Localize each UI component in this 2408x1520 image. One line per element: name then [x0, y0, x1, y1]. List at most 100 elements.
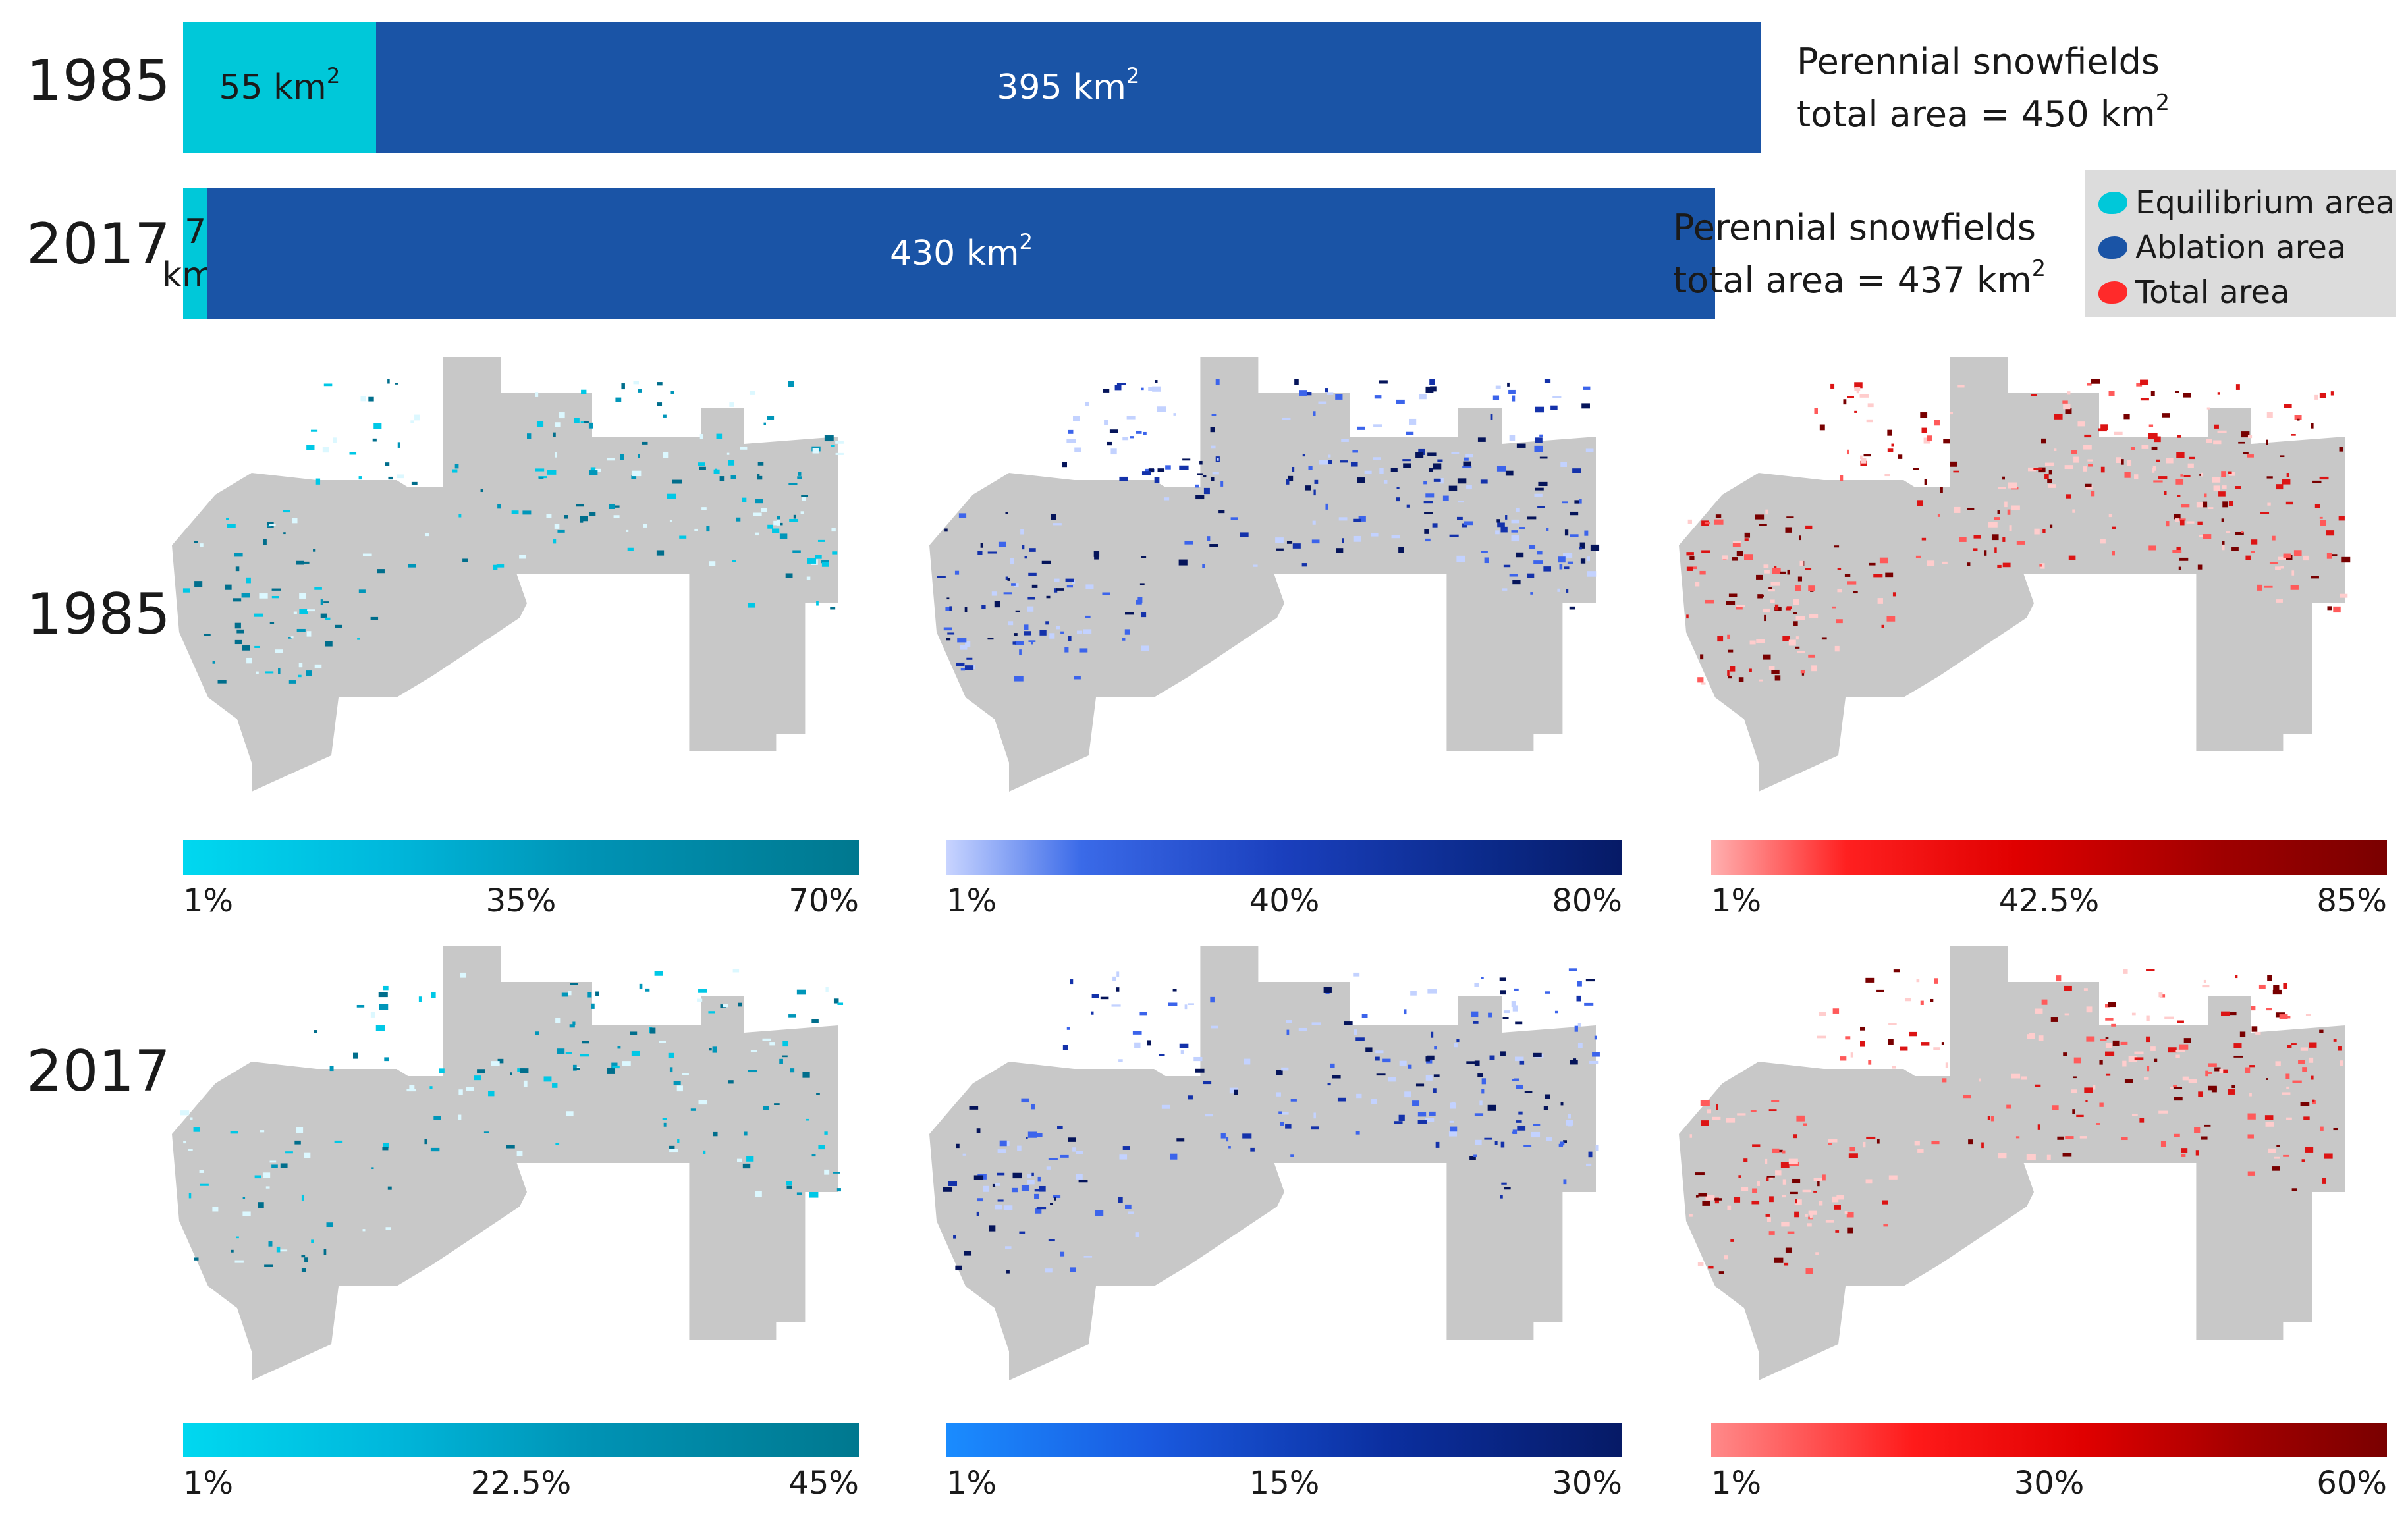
snow-pixel [1957, 385, 1965, 388]
snow-pixel [2264, 1115, 2274, 1120]
snow-pixel [1527, 573, 1535, 578]
snow-pixel [589, 470, 598, 475]
snow-pixel [1734, 1197, 1741, 1203]
snow-pixel [385, 1227, 391, 1230]
snow-pixel [1060, 1154, 1069, 1158]
snow-pixel [2312, 1099, 2315, 1102]
snow-pixel [1997, 510, 2000, 514]
snow-pixel [1466, 485, 1472, 489]
snow-pixel [2279, 1014, 2288, 1019]
snow-pixel [621, 383, 625, 390]
bar-2017-ablation: 430 km2 [207, 188, 1715, 319]
snow-pixel [588, 422, 593, 429]
snow-pixel [2183, 1038, 2191, 1043]
snow-pixel [1931, 1141, 1940, 1145]
snow-pixel [1744, 532, 1751, 538]
snow-pixel [1286, 1020, 1292, 1023]
snow-pixel [2073, 1076, 2077, 1079]
snow-pixel [1921, 1042, 1930, 1046]
snow-pixel [2033, 468, 2042, 470]
snow-pixel [2286, 473, 2289, 477]
snow-pixel [788, 483, 798, 485]
snow-pixel [2091, 379, 2100, 384]
snow-pixel [557, 1048, 565, 1054]
snow-pixel [1701, 1120, 1709, 1126]
snow-pixel [2258, 984, 2266, 989]
snow-pixel [362, 553, 372, 556]
snow-pixel [801, 495, 809, 497]
snow-pixel [1211, 477, 1215, 481]
snow-pixel [669, 520, 672, 522]
snow-pixel [1474, 1113, 1484, 1116]
snow-pixel [1752, 1144, 1761, 1148]
snow-pixel [406, 1089, 416, 1092]
snow-pixel [1404, 1009, 1407, 1015]
snow-pixel [288, 680, 296, 684]
snow-pixel [1846, 449, 1849, 455]
snow-pixel [1768, 1231, 1775, 1235]
snow-pixel [2300, 1102, 2310, 1106]
colorbar-tick-label: 35% [485, 882, 557, 919]
snow-pixel [1027, 606, 1034, 612]
snow-pixel [320, 599, 323, 605]
snow-pixel [1514, 988, 1519, 991]
map-region-outline [1679, 357, 2345, 792]
snow-pixel [1793, 621, 1798, 626]
snow-pixel [1736, 606, 1743, 610]
colorbar-tick-label: 1% [1711, 1465, 1762, 1502]
snow-pixel [1700, 654, 1704, 660]
snow-pixel [1374, 395, 1382, 399]
snow-pixel [2077, 421, 2085, 427]
snow-pixel [311, 1239, 314, 1243]
snow-pixel [2093, 1085, 2096, 1090]
snow-pixel [2333, 606, 2341, 613]
snow-pixel [2208, 1085, 2217, 1091]
snow-pixel [1014, 583, 1019, 587]
snow-pixel [1755, 514, 1765, 520]
snow-pixel [2130, 447, 2135, 450]
snow-pixel [2108, 391, 2115, 396]
snow-pixel [2280, 566, 2284, 569]
snow-pixel [1577, 1023, 1581, 1027]
snow-pixel [2287, 1045, 2292, 1048]
snow-pixel [2245, 555, 2251, 560]
snow-pixel [410, 420, 414, 423]
snow-pixel [2226, 531, 2231, 533]
snow-pixel [2187, 463, 2194, 468]
colorbar-tick-label: 45% [788, 1465, 859, 1502]
snow-pixel [1917, 500, 1923, 506]
snow-pixel [1837, 568, 1842, 570]
snow-pixel [1433, 1074, 1440, 1077]
snow-pixel [1119, 476, 1128, 481]
snow-pixel [1230, 517, 1238, 520]
snow-pixel [2084, 1087, 2093, 1093]
snow-pixel [1479, 1100, 1483, 1106]
snow-pixel [535, 468, 545, 472]
snow-pixel [1524, 1091, 1533, 1093]
snow-pixel [1419, 394, 1427, 400]
snow-pixel [1396, 487, 1400, 489]
colorbar-tick-label: 70% [788, 882, 859, 919]
snow-pixel [1794, 1199, 1802, 1205]
snow-pixel [566, 1111, 574, 1116]
snow-pixel [1364, 470, 1372, 474]
legend-item-ablation: Ablation area [2098, 229, 2346, 266]
snow-pixel [1028, 640, 1036, 642]
snow-pixel [807, 558, 817, 564]
snow-pixel [452, 469, 458, 473]
snow-pixel [271, 596, 279, 599]
snow-pixel [964, 665, 974, 670]
bar-1985-equilibrium: 55 km2 [183, 22, 376, 153]
snow-pixel [1728, 676, 1732, 679]
snow-pixel [742, 497, 747, 502]
snow-pixel [1477, 1073, 1483, 1077]
snow-pixel [1404, 1091, 1411, 1098]
snow-pixel [1533, 1052, 1542, 1057]
snow-pixel [212, 661, 215, 664]
snow-pixel [706, 526, 710, 532]
snow-pixel [2143, 1077, 2149, 1080]
snow-pixel [2064, 1013, 2069, 1016]
snow-pixel [1473, 1021, 1479, 1024]
total-note-1985: Perennial snowfields total area = 450 km… [1797, 41, 2170, 135]
snow-pixel [2206, 1072, 2212, 1074]
